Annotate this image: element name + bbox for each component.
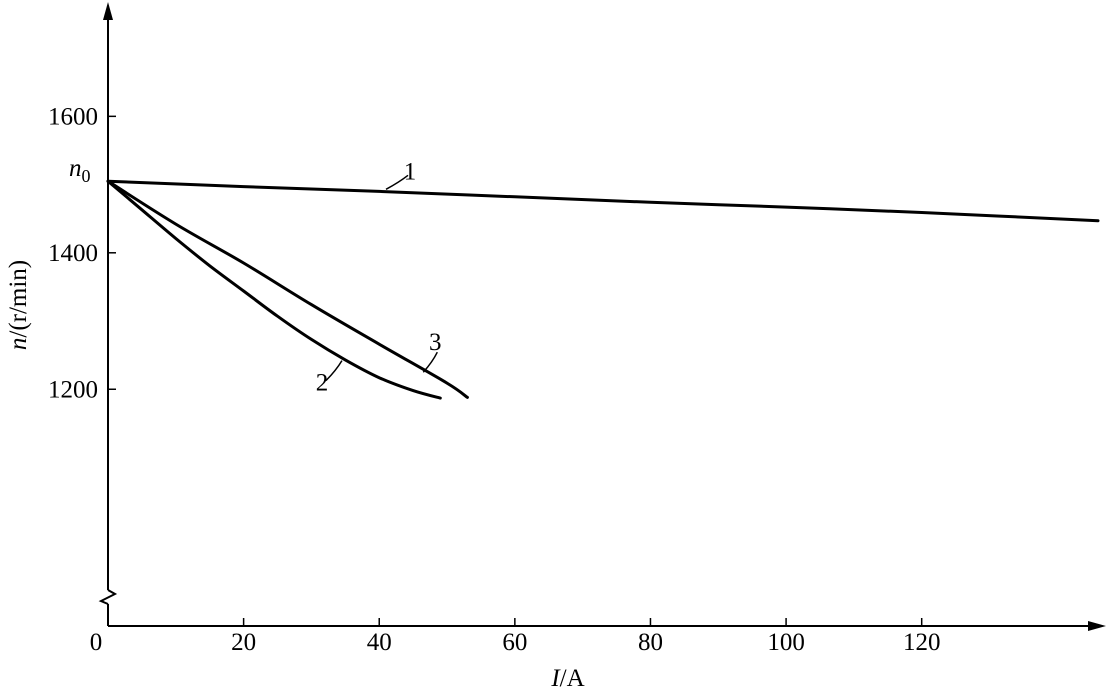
- series-2-label: 2: [316, 370, 329, 397]
- series-leaders: [325, 174, 438, 382]
- axis-ticks: [108, 115, 923, 626]
- y-tick-label: 1600: [48, 103, 98, 130]
- x-tick-label: 80: [638, 629, 663, 656]
- x-tick-label: 60: [502, 629, 527, 656]
- x-axis-arrow: [1088, 621, 1106, 631]
- series-3-leader: [422, 351, 438, 373]
- y-tick-label: 1200: [48, 376, 98, 403]
- series-2-line: [106, 179, 442, 400]
- y-axis-arrow: [103, 2, 113, 20]
- x-tick-label: 0: [90, 629, 103, 656]
- series-3-line: [106, 179, 469, 399]
- y-tick-label: 1400: [48, 240, 98, 267]
- y-axis-title: n/(r/min): [5, 260, 32, 350]
- tick-labels: 0 20 40 60 80 100 120 1200 1400 1600 1 2 3: [48, 103, 940, 656]
- series-2-leader: [325, 360, 343, 382]
- x-tick-label: 40: [367, 629, 392, 656]
- x-tick-label: 100: [767, 629, 805, 656]
- series-1-label: 1: [404, 158, 417, 185]
- series-1-leader: [385, 174, 409, 191]
- series-curves: [106, 179, 1100, 400]
- x-tick-label: 120: [903, 629, 941, 656]
- series-3-label: 3: [429, 329, 442, 356]
- x-axis-title: I/A: [550, 665, 584, 692]
- x-tick-label: 20: [231, 629, 256, 656]
- y-axis-break-mark: [98, 589, 118, 605]
- series-1-line: [106, 179, 1100, 223]
- n0-label: n0: [69, 155, 91, 186]
